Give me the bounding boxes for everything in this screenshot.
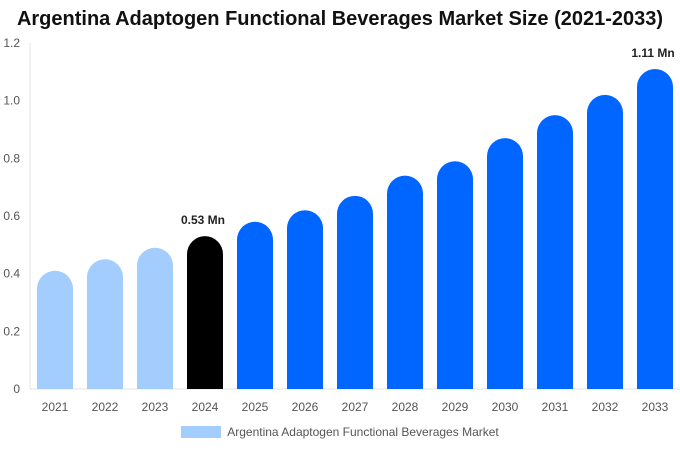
legend: Argentina Adaptogen Functional Beverages…	[0, 425, 680, 439]
x-tick-label: 2024	[192, 400, 219, 414]
bar-2025	[237, 221, 273, 389]
x-tick-label: 2025	[242, 400, 269, 414]
x-tick-label: 2028	[392, 400, 419, 414]
bar-2022	[87, 259, 123, 389]
x-tick-label: 2022	[92, 400, 119, 414]
bar-2032	[587, 94, 623, 389]
bar-2024	[187, 236, 223, 389]
bar-2033	[637, 68, 673, 389]
x-tick-label: 2030	[492, 400, 519, 414]
x-tick-label: 2032	[592, 400, 619, 414]
bar-2023	[137, 247, 173, 389]
legend-label: Argentina Adaptogen Functional Beverages…	[227, 425, 499, 439]
legend-swatch	[181, 426, 222, 438]
x-tick-label: 2033	[642, 400, 669, 414]
x-tick-label: 2023	[142, 400, 169, 414]
y-tick-label: 1.0	[3, 94, 20, 108]
x-tick-label: 2021	[42, 400, 69, 414]
data-label: 1.11 Mn	[631, 46, 674, 60]
bar-2030	[487, 138, 523, 389]
y-tick-label: 1.2	[3, 36, 20, 50]
y-tick-label: 0.4	[3, 267, 20, 281]
bar-2026	[287, 210, 323, 389]
y-tick-label: 0	[13, 382, 20, 396]
data-label: 0.53 Mn	[181, 213, 225, 227]
bar-2028	[387, 175, 423, 389]
bar-2027	[337, 195, 373, 389]
y-tick-label: 0.6	[3, 209, 20, 223]
x-tick-label: 2026	[292, 400, 319, 414]
x-tick-label: 2029	[442, 400, 469, 414]
y-tick-label: 0.8	[3, 151, 20, 165]
bar-2031	[537, 115, 573, 390]
x-tick-label: 2031	[542, 400, 569, 414]
chart-title: Argentina Adaptogen Functional Beverages…	[16, 8, 664, 30]
x-tick-label: 2027	[342, 400, 369, 414]
y-tick-label: 0.2	[3, 324, 20, 338]
bar-2029	[437, 161, 473, 389]
bar-2021	[37, 270, 73, 389]
